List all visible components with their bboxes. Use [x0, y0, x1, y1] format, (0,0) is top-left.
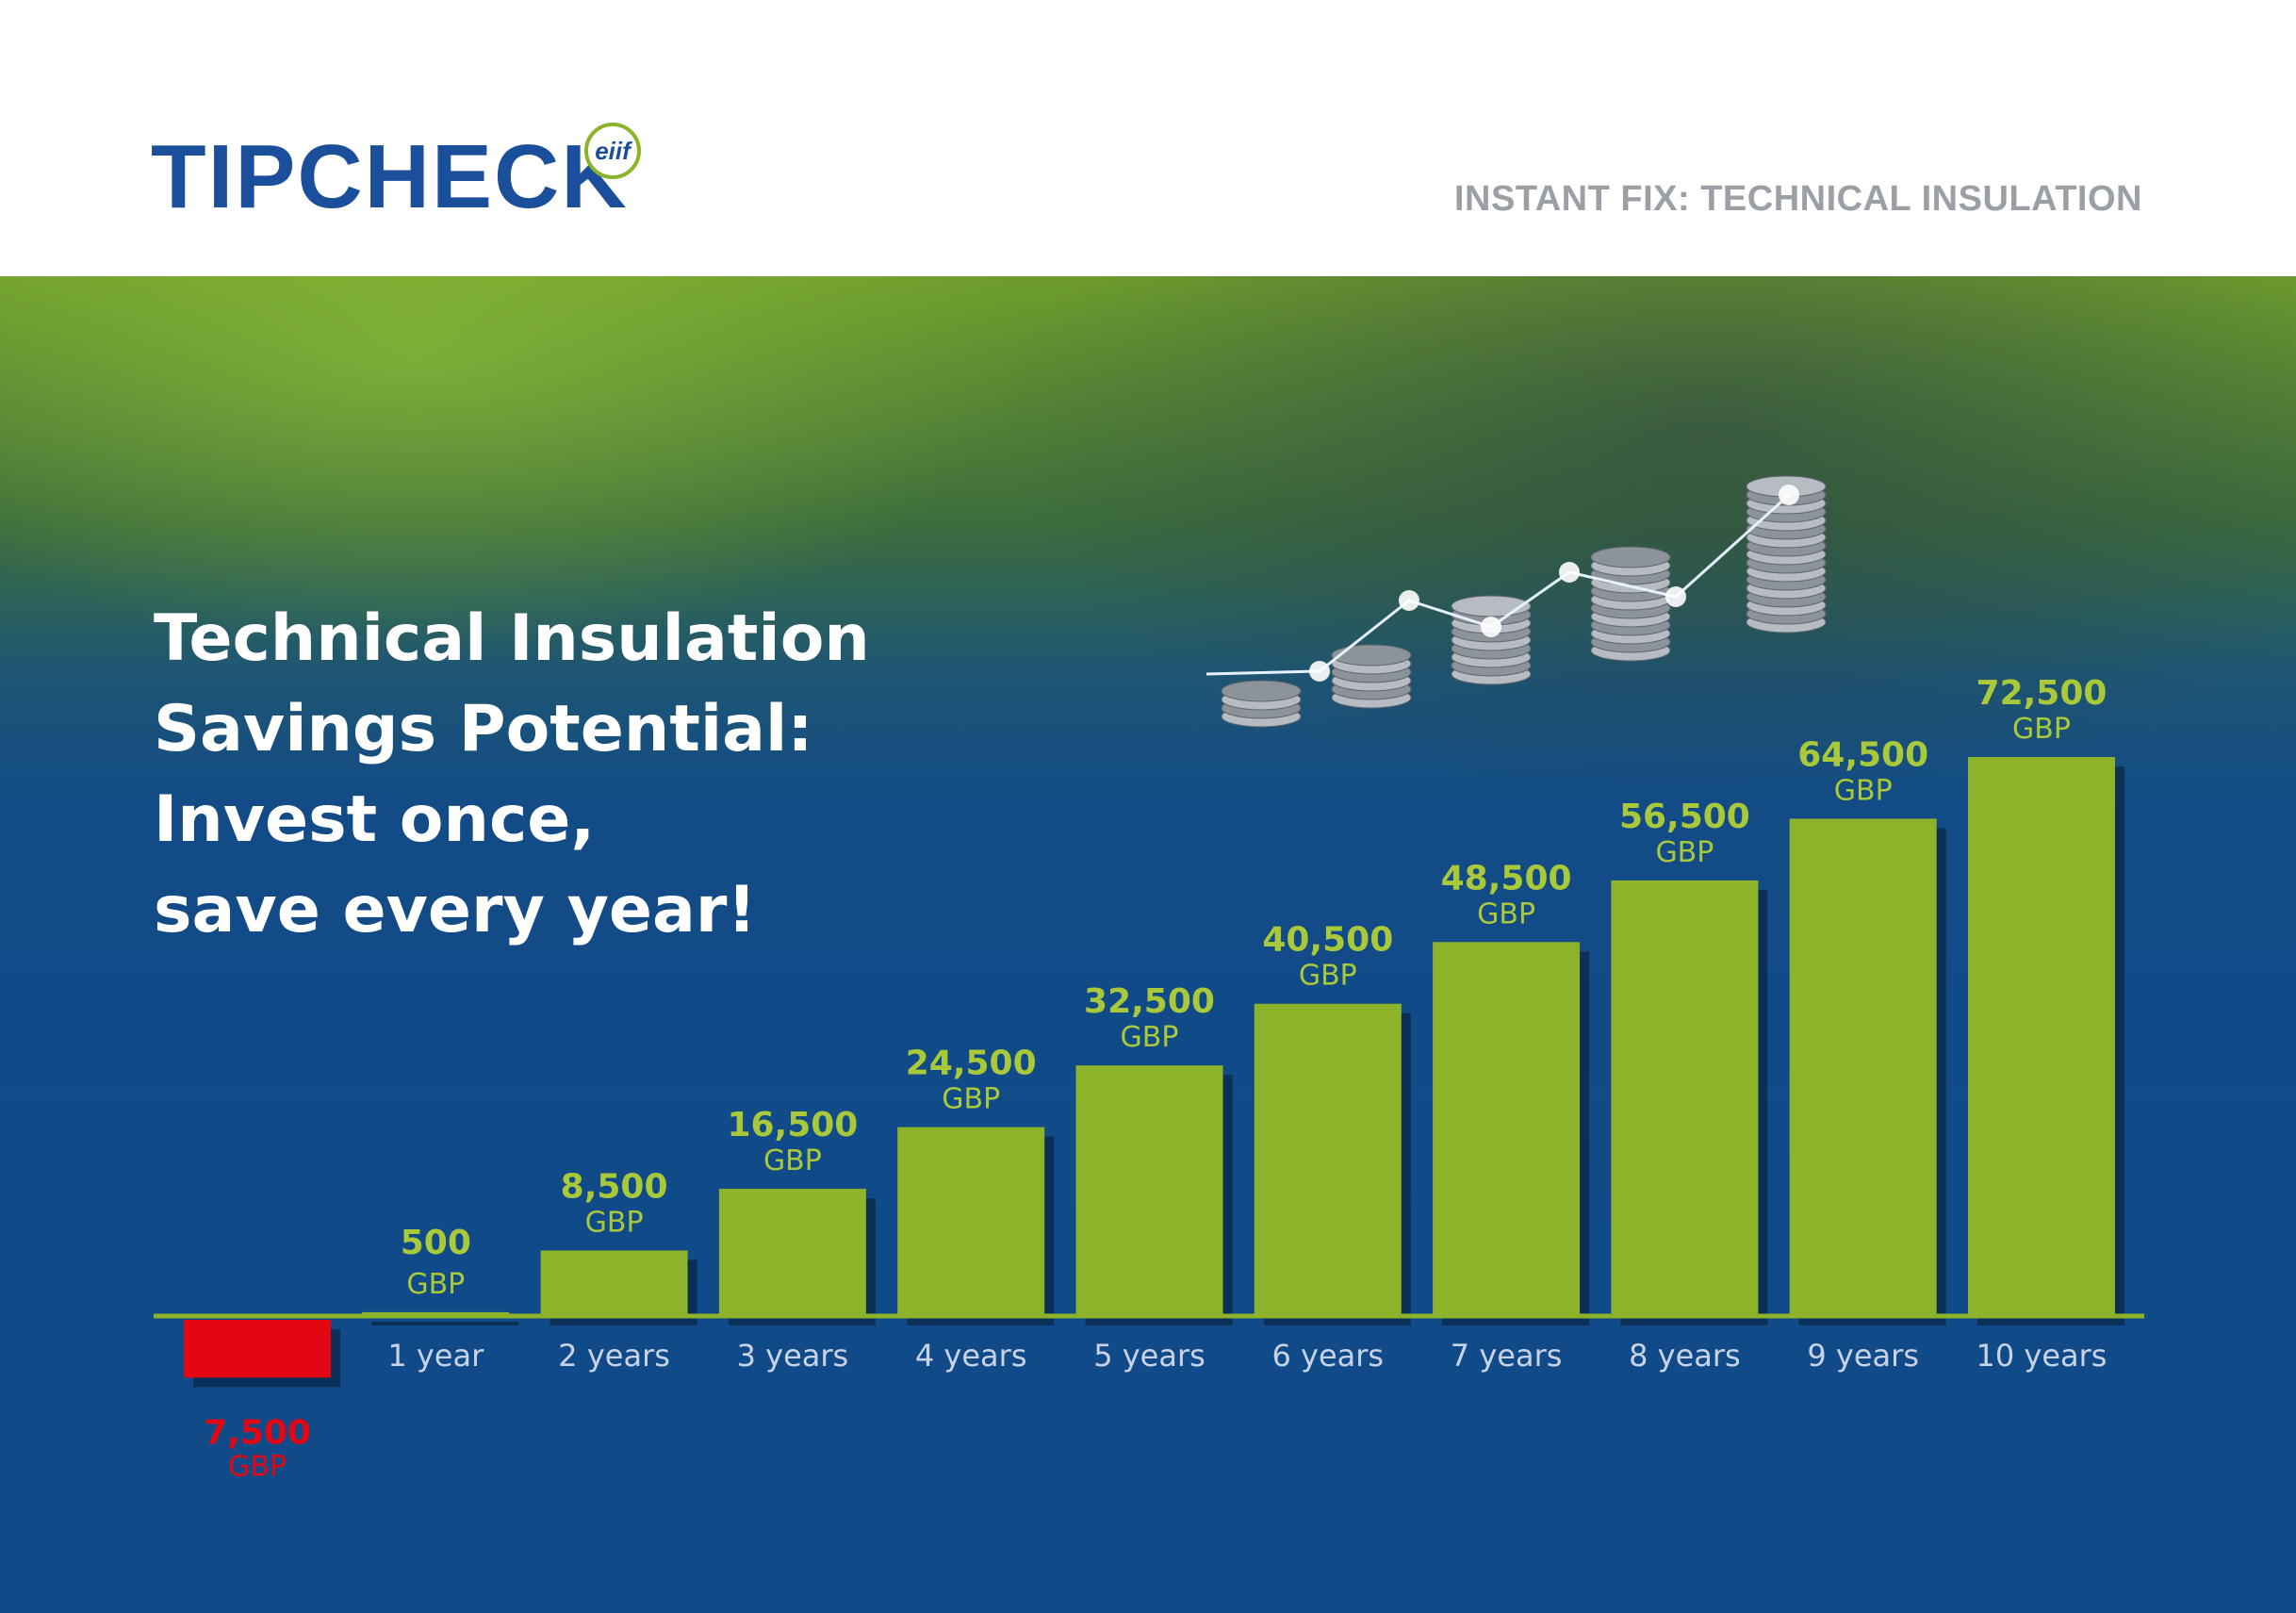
x-tick-label: 1 year	[387, 1338, 484, 1374]
data-label-unit: GBP	[1299, 960, 1357, 993]
headline-line-2: Savings Potential:	[154, 692, 813, 766]
data-label-value: 8,500	[561, 1167, 668, 1206]
bar-9-years	[1789, 818, 1937, 1316]
coin-stacks-photo	[990, 276, 2296, 804]
growth-point	[1559, 562, 1580, 583]
data-label-value: 56,500	[1619, 798, 1750, 836]
data-label-unit: GBP	[942, 1083, 1000, 1116]
data-label-unit: GBP	[585, 1206, 644, 1239]
headline-line-3: Invest once,	[154, 782, 596, 857]
growth-point	[1779, 485, 1799, 505]
data-label-value: 24,500	[906, 1045, 1037, 1083]
bar-7-years	[1433, 942, 1581, 1316]
bar-10-years	[1968, 757, 2115, 1316]
x-tick-label: 8 years	[1629, 1338, 1741, 1374]
data-label-value: 72,500	[1976, 674, 2107, 713]
eiif-logo-icon: eiif	[584, 123, 641, 179]
coin	[1221, 680, 1302, 702]
bar-shadow	[371, 1321, 519, 1325]
x-tick-label: 4 years	[915, 1338, 1027, 1374]
header-tagline: INSTANT FIX: TECHNICAL INSULATION	[1453, 179, 2142, 219]
bar-5-years	[1075, 1065, 1223, 1316]
x-tick-label: 6 years	[1272, 1338, 1385, 1374]
chart-bars	[184, 757, 2124, 1388]
growth-point	[1399, 590, 1419, 611]
growth-line-icon	[1205, 475, 1827, 728]
coin	[1331, 644, 1412, 667]
data-label-unit: GBP	[228, 1450, 287, 1483]
growth-point	[1665, 586, 1686, 607]
data-label-unit: GBP	[2012, 713, 2071, 746]
data-label-value: 40,500	[1262, 921, 1393, 960]
x-tick-label: 9 years	[1807, 1338, 1919, 1374]
data-label-unit: GBP	[1834, 774, 1893, 807]
hero-glow	[0, 276, 1037, 653]
data-label-unit: GBP	[1121, 1021, 1179, 1054]
data-label-unit: GBP	[1655, 836, 1714, 869]
growth-point	[1481, 617, 1501, 637]
x-tick-label: 2 years	[558, 1338, 670, 1374]
bar-3-years	[718, 1189, 866, 1316]
bar-8-years	[1611, 880, 1759, 1316]
headline-line-1: Technical Insulation	[154, 601, 870, 676]
x-tick-label: 10 years	[1976, 1338, 2107, 1374]
data-label-value: 16,500	[727, 1106, 858, 1144]
x-tick-label: 7 years	[1451, 1338, 1563, 1374]
headline: Technical Insulation Savings Potential: …	[154, 594, 1002, 956]
data-label-unit: GBP	[1477, 897, 1535, 930]
bar-4-years	[897, 1127, 1045, 1316]
coin	[1590, 546, 1671, 568]
data-label-unit: GBP	[763, 1144, 822, 1177]
data-label-value: 32,500	[1084, 982, 1215, 1021]
headline-line-4: save every year!	[154, 873, 757, 947]
x-tick-label: 5 years	[1093, 1338, 1205, 1374]
data-label-value: 64,500	[1797, 735, 1928, 774]
data-label-value: 7,500	[204, 1413, 311, 1452]
bar-2-years	[540, 1250, 688, 1316]
bar-investment	[184, 1320, 331, 1378]
header: TIPCHECK eiif INSTANT FIX: TECHNICAL INS…	[0, 0, 2296, 276]
data-label-value: 500	[401, 1224, 471, 1262]
data-label-value: 48,500	[1441, 859, 1572, 897]
bar-6-years	[1254, 1003, 1402, 1316]
x-tick-label: 3 years	[737, 1338, 849, 1374]
data-label-unit: GBP	[406, 1268, 465, 1301]
tipcheck-logo: TIPCHECK	[151, 126, 629, 227]
growth-point	[1309, 661, 1330, 682]
